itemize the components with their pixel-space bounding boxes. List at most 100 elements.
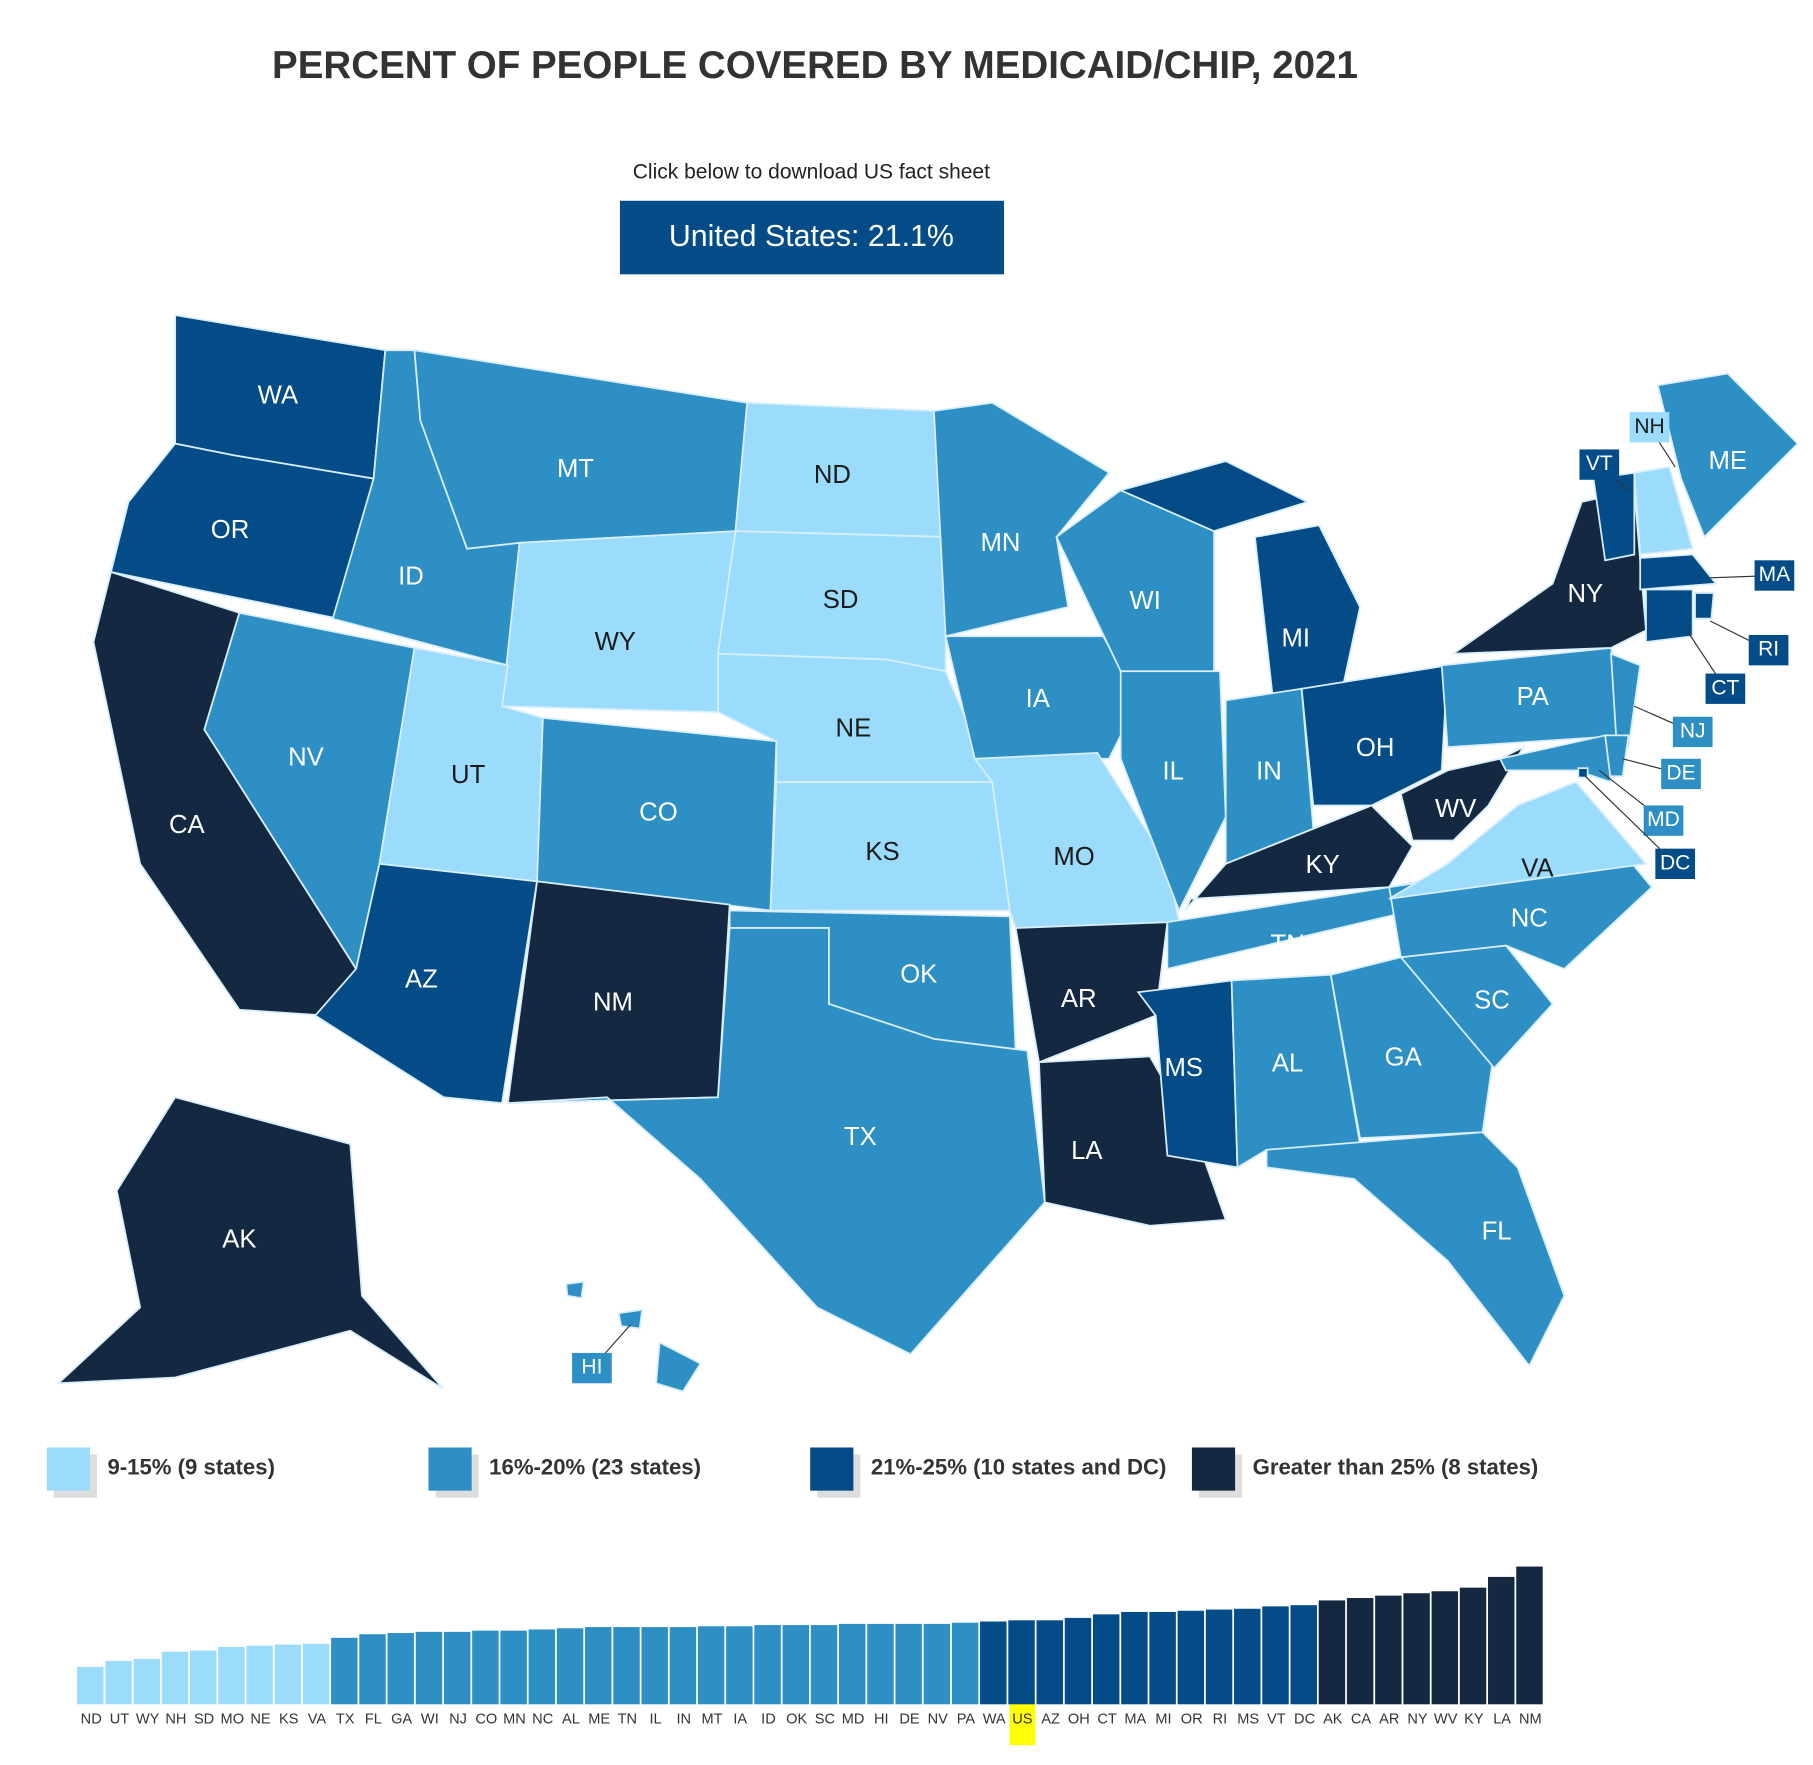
state[interactable] xyxy=(1329,956,1496,1140)
bar-label: IL xyxy=(649,1711,661,1727)
bar[interactable] xyxy=(613,1627,640,1705)
bar[interactable] xyxy=(500,1630,527,1705)
bar[interactable] xyxy=(1403,1593,1430,1705)
bar[interactable] xyxy=(302,1643,330,1705)
state[interactable] xyxy=(1055,489,1215,673)
bar[interactable] xyxy=(161,1651,189,1705)
state[interactable] xyxy=(1645,588,1694,644)
bar[interactable] xyxy=(415,1631,443,1705)
bar[interactable] xyxy=(189,1650,217,1705)
bar[interactable] xyxy=(1149,1611,1176,1705)
state[interactable] xyxy=(1610,652,1642,748)
bar-label: CA xyxy=(1351,1711,1372,1727)
bar[interactable] xyxy=(1318,1600,1346,1705)
bar[interactable] xyxy=(274,1644,302,1705)
bar[interactable] xyxy=(387,1633,414,1705)
state-label: LA xyxy=(1071,1137,1103,1165)
bar[interactable] xyxy=(867,1623,894,1705)
bar[interactable] xyxy=(838,1623,866,1705)
state[interactable] xyxy=(1265,1131,1566,1368)
legend-label: 9-15% (9 states) xyxy=(107,1454,274,1479)
bar[interactable] xyxy=(951,1622,979,1705)
state-label: MD xyxy=(1647,808,1680,831)
bar-label: NE xyxy=(250,1711,271,1727)
bar[interactable] xyxy=(556,1628,584,1705)
bar[interactable] xyxy=(359,1634,386,1705)
bar[interactable] xyxy=(585,1627,612,1705)
bar[interactable] xyxy=(331,1637,358,1705)
state[interactable] xyxy=(1694,592,1715,620)
bar[interactable] xyxy=(923,1623,951,1705)
state[interactable] xyxy=(56,1096,445,1390)
state[interactable] xyxy=(1184,804,1414,912)
bar[interactable] xyxy=(1008,1620,1035,1705)
bar[interactable] xyxy=(472,1630,499,1705)
bar[interactable] xyxy=(669,1627,697,1705)
bar[interactable] xyxy=(1177,1610,1205,1705)
bar[interactable] xyxy=(77,1666,104,1705)
state[interactable] xyxy=(1136,979,1239,1169)
bar[interactable] xyxy=(726,1626,753,1705)
state[interactable] xyxy=(1300,664,1449,807)
state[interactable] xyxy=(1639,553,1718,591)
state[interactable] xyxy=(1577,767,1589,779)
bar[interactable] xyxy=(1121,1611,1148,1705)
bar[interactable] xyxy=(810,1625,838,1705)
state-label: CT xyxy=(1711,676,1739,699)
bar[interactable] xyxy=(1092,1614,1120,1705)
bar[interactable] xyxy=(528,1629,556,1705)
bar-label: MT xyxy=(701,1711,722,1727)
bar[interactable] xyxy=(697,1626,725,1705)
bar[interactable] xyxy=(133,1658,161,1705)
bar[interactable] xyxy=(105,1660,132,1705)
state[interactable] xyxy=(1656,372,1799,539)
bar[interactable] xyxy=(1346,1598,1374,1705)
bar-label: LA xyxy=(1493,1711,1511,1727)
state-label: AZ xyxy=(405,965,438,993)
bar[interactable] xyxy=(1262,1606,1289,1705)
button-label[interactable]: United States: 21.1% xyxy=(669,220,954,253)
bar[interactable] xyxy=(1488,1576,1515,1705)
state[interactable] xyxy=(501,530,737,713)
legend-swatch xyxy=(1191,1447,1236,1491)
bar-label: CO xyxy=(475,1711,497,1727)
bar-label: TX xyxy=(336,1711,355,1727)
bar[interactable] xyxy=(782,1625,810,1705)
bar[interactable] xyxy=(1234,1608,1261,1705)
download-button[interactable]: United States: 21.1% xyxy=(619,200,1004,275)
state[interactable] xyxy=(1118,460,1361,696)
bar[interactable] xyxy=(1459,1587,1487,1705)
state[interactable] xyxy=(1388,781,1648,900)
state[interactable] xyxy=(413,349,749,550)
state-label: NC xyxy=(1511,905,1548,933)
bar[interactable] xyxy=(895,1623,922,1705)
state[interactable] xyxy=(1592,471,1636,562)
bar[interactable] xyxy=(1431,1591,1459,1705)
bar[interactable] xyxy=(641,1627,668,1705)
bar[interactable] xyxy=(754,1625,781,1705)
bar[interactable] xyxy=(980,1621,1007,1705)
bar-label: DE xyxy=(899,1711,920,1727)
bar-label: NV xyxy=(928,1711,949,1727)
state-label: CO xyxy=(639,798,678,826)
bar[interactable] xyxy=(1375,1595,1402,1705)
bar[interactable] xyxy=(246,1645,273,1705)
state[interactable] xyxy=(1399,744,1526,842)
state[interactable] xyxy=(507,927,1046,1356)
bar[interactable] xyxy=(1516,1566,1543,1705)
bar-label: US xyxy=(1012,1711,1033,1727)
bar[interactable] xyxy=(443,1631,471,1705)
state[interactable] xyxy=(1119,670,1227,913)
label-box xyxy=(572,1352,612,1384)
state[interactable] xyxy=(1038,1055,1227,1227)
bar[interactable] xyxy=(1064,1617,1092,1705)
bar[interactable] xyxy=(1036,1620,1063,1705)
bar-label: KY xyxy=(1464,1711,1484,1727)
state[interactable] xyxy=(1633,465,1694,556)
bar[interactable] xyxy=(1205,1609,1233,1705)
button-bg[interactable] xyxy=(619,200,1004,275)
bar[interactable] xyxy=(218,1646,245,1705)
bar[interactable] xyxy=(1290,1605,1317,1705)
state[interactable] xyxy=(565,1280,702,1393)
